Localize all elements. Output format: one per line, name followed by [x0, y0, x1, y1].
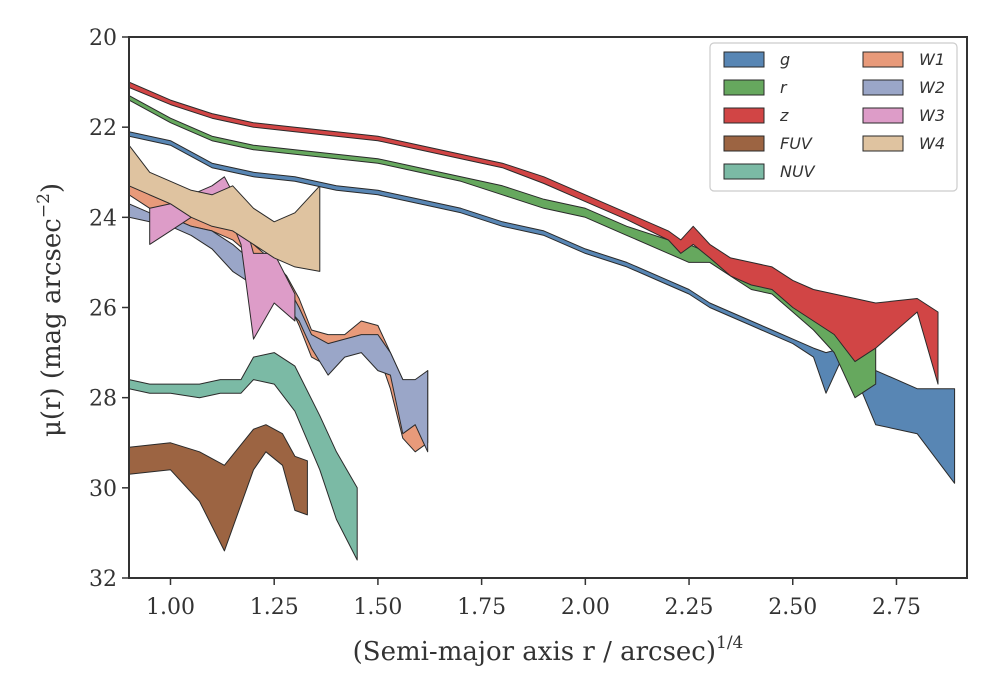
series-layer	[129, 81, 956, 561]
y-axis-label-close: )	[37, 183, 67, 193]
legend-swatch-r	[723, 79, 765, 96]
x-tick-label: 2.25	[665, 595, 714, 620]
y-axis: 20 22 24 26 28 30 32	[89, 26, 129, 592]
y-tick-label: 28	[89, 387, 117, 412]
series-band-r	[129, 95, 877, 399]
legend-label-nuv: NUV	[780, 162, 816, 181]
legend-swatch-fuv	[723, 135, 765, 152]
y-tick-label: 26	[89, 297, 117, 322]
legend-swatch-w1	[862, 51, 904, 68]
series-band-nuv	[129, 352, 358, 561]
legend-label-fuv: FUV	[780, 134, 813, 153]
y-axis-label: μ(r) (mag arcsec−2)	[34, 183, 67, 437]
legend-label-r: r	[780, 78, 788, 97]
legend-swatch-w3	[862, 107, 904, 124]
series-band-z	[129, 81, 939, 385]
legend-swatch-w4	[862, 135, 904, 152]
y-axis-label-exponent: −2	[34, 193, 54, 218]
x-axis-label-exponent: 1/4	[716, 633, 743, 653]
x-tick-label: 1.25	[250, 595, 299, 620]
x-axis-label-text: (Semi-major axis r / arcsec)	[353, 637, 716, 667]
y-tick-label: 22	[89, 116, 117, 141]
legend-label-w4: W4	[919, 134, 945, 153]
legend-swatch-nuv	[723, 163, 765, 180]
legend: grz FUV NUV W1 W2 W3 W4	[709, 42, 958, 192]
x-tick-label: 1.75	[457, 595, 506, 620]
legend-swatch-z	[723, 107, 765, 124]
y-tick-label: 20	[89, 26, 117, 51]
series-band-g	[129, 131, 956, 484]
legend-label-w1: W1	[919, 50, 945, 69]
x-tick-label: 2.50	[768, 595, 817, 620]
x-tick-label: 1.50	[353, 595, 402, 620]
legend-label-g: g	[780, 50, 790, 69]
legend-swatch-g	[723, 51, 765, 68]
x-axis: 1.00 1.25 1.50 1.75 2.00 2.25 2.50 2.75	[146, 578, 921, 620]
y-tick-label: 24	[89, 206, 117, 231]
x-axis-label: (Semi-major axis r / arcsec)1/4	[353, 633, 744, 667]
y-tick-label: 32	[89, 567, 117, 592]
series-band-w4	[129, 144, 321, 272]
y-tick-label: 30	[89, 477, 117, 502]
legend-label-z: z	[779, 106, 789, 125]
legend-label-w2: W2	[919, 78, 945, 97]
x-tick-label: 1.00	[146, 595, 195, 620]
series-band-fuv	[129, 424, 308, 552]
y-axis-label-text: μ(r) (mag arcsec	[37, 218, 67, 437]
x-tick-label: 2.75	[872, 595, 921, 620]
x-tick-label: 2.00	[561, 595, 610, 620]
legend-label-w3: W3	[919, 106, 945, 125]
legend-swatch-w2	[862, 79, 904, 96]
